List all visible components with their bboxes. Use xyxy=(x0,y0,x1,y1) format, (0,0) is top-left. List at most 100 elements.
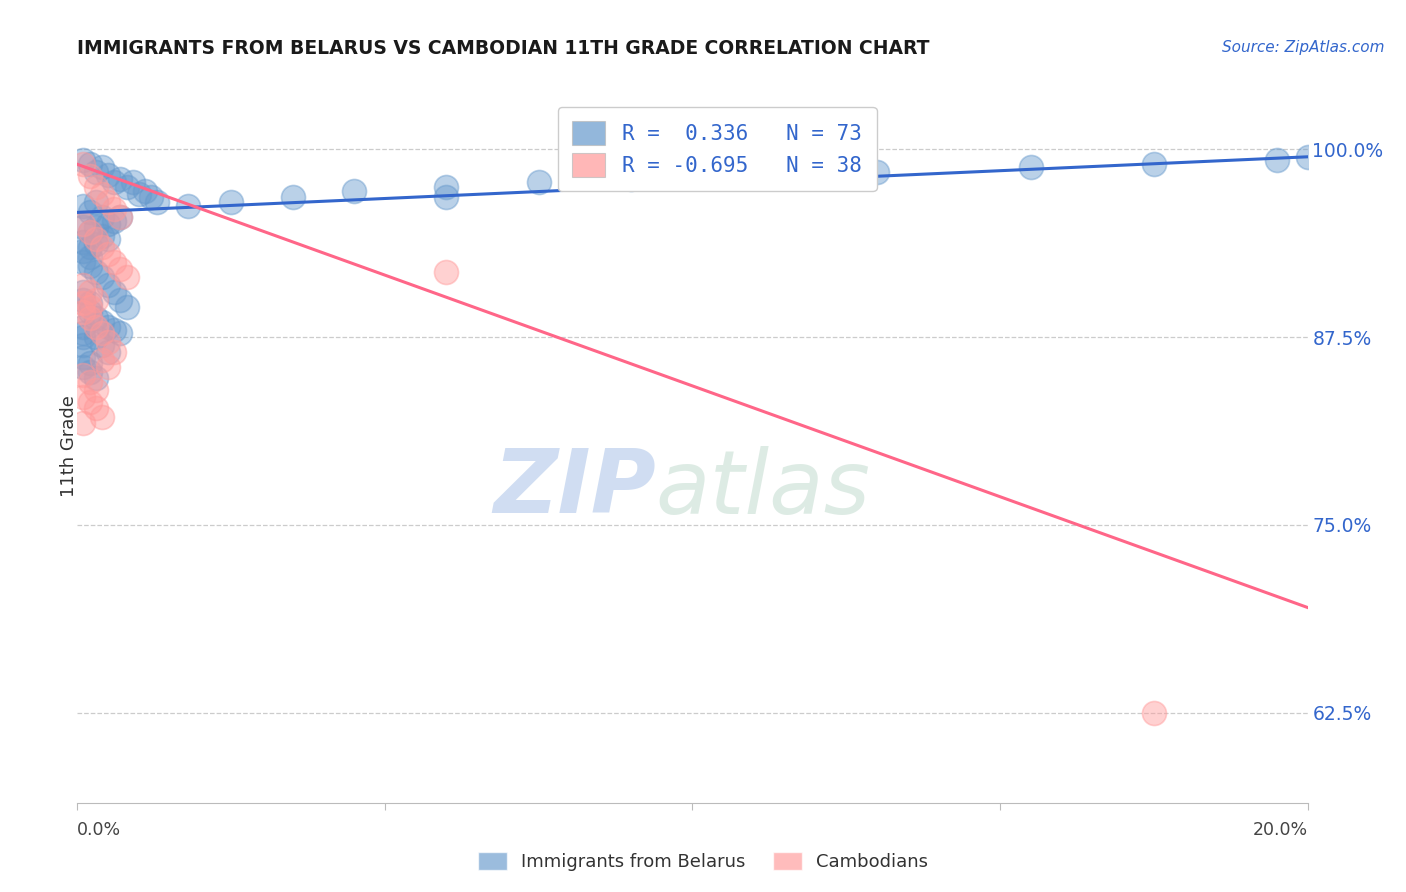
Point xyxy=(72,199,94,213)
Point xyxy=(90,240,114,254)
Point xyxy=(97,319,120,334)
Point xyxy=(90,187,114,202)
Point xyxy=(79,304,101,318)
Point xyxy=(72,319,94,334)
Point xyxy=(90,409,114,424)
Point xyxy=(84,265,107,279)
Text: IMMIGRANTS FROM BELARUS VS CAMBODIAN 11TH GRADE CORRELATION CHART: IMMIGRANTS FROM BELARUS VS CAMBODIAN 11T… xyxy=(77,39,929,58)
Point xyxy=(79,225,101,239)
Point xyxy=(79,365,101,379)
Point xyxy=(84,194,107,209)
Point xyxy=(90,270,114,285)
Point xyxy=(72,244,94,259)
Point xyxy=(84,319,107,334)
Point xyxy=(84,310,107,325)
Point xyxy=(115,300,138,314)
Point xyxy=(343,185,366,199)
Point xyxy=(436,179,458,194)
Point xyxy=(97,277,120,292)
Point xyxy=(84,220,107,235)
Point xyxy=(84,383,107,397)
Point xyxy=(110,210,132,224)
Point xyxy=(115,270,138,285)
Point xyxy=(866,165,889,179)
Point xyxy=(742,169,765,184)
Point xyxy=(141,190,163,204)
Point xyxy=(103,214,125,228)
Point xyxy=(72,295,94,310)
Point xyxy=(103,285,125,299)
Point xyxy=(1265,153,1288,167)
Point xyxy=(97,360,120,375)
Point xyxy=(84,370,107,384)
Point xyxy=(90,326,114,340)
Point xyxy=(1019,161,1042,175)
Point xyxy=(72,220,94,235)
Point xyxy=(436,265,458,279)
Point xyxy=(90,352,114,367)
Point xyxy=(121,175,143,189)
Point xyxy=(72,304,94,318)
Point xyxy=(72,326,94,340)
Point xyxy=(97,168,120,182)
Text: Source: ZipAtlas.com: Source: ZipAtlas.com xyxy=(1222,40,1385,55)
Point xyxy=(97,247,120,261)
Point xyxy=(90,337,114,351)
Point xyxy=(281,190,304,204)
Y-axis label: 11th Grade: 11th Grade xyxy=(60,395,77,497)
Point xyxy=(72,293,94,307)
Point xyxy=(79,157,101,171)
Point xyxy=(110,262,132,277)
Point xyxy=(527,175,550,189)
Point xyxy=(90,315,114,329)
Point xyxy=(1143,157,1166,171)
Point xyxy=(146,194,169,209)
Point xyxy=(84,330,107,344)
Point xyxy=(79,300,101,314)
Point xyxy=(177,199,200,213)
Point xyxy=(72,337,94,351)
Point xyxy=(72,416,94,430)
Text: 20.0%: 20.0% xyxy=(1253,821,1308,838)
Point xyxy=(97,334,120,349)
Point xyxy=(84,165,107,179)
Point xyxy=(79,240,101,254)
Point xyxy=(97,218,120,232)
Point xyxy=(90,161,114,175)
Point xyxy=(110,210,132,224)
Point xyxy=(72,330,94,344)
Text: ZIP: ZIP xyxy=(492,445,655,533)
Point xyxy=(79,225,101,239)
Point xyxy=(97,232,120,246)
Point xyxy=(72,350,94,364)
Point xyxy=(84,401,107,415)
Point xyxy=(103,322,125,336)
Point xyxy=(97,194,120,209)
Text: 0.0%: 0.0% xyxy=(77,821,121,838)
Point xyxy=(90,210,114,224)
Point xyxy=(103,202,125,217)
Point xyxy=(90,229,114,244)
Legend: Immigrants from Belarus, Cambodians: Immigrants from Belarus, Cambodians xyxy=(471,845,935,879)
Point xyxy=(79,356,101,370)
Point xyxy=(72,218,94,232)
Point xyxy=(103,175,125,189)
Point xyxy=(79,295,101,310)
Point xyxy=(84,232,107,246)
Point xyxy=(79,310,101,325)
Text: atlas: atlas xyxy=(655,446,870,532)
Point xyxy=(72,235,94,250)
Point xyxy=(72,368,94,382)
Point xyxy=(79,169,101,184)
Point xyxy=(84,236,107,251)
Point xyxy=(79,394,101,409)
Point xyxy=(110,172,132,186)
Point xyxy=(1296,150,1319,164)
Point xyxy=(134,185,156,199)
Point xyxy=(79,285,101,299)
Point xyxy=(72,153,94,167)
Point xyxy=(79,260,101,274)
Point xyxy=(84,179,107,194)
Point xyxy=(72,157,94,171)
Point xyxy=(436,190,458,204)
